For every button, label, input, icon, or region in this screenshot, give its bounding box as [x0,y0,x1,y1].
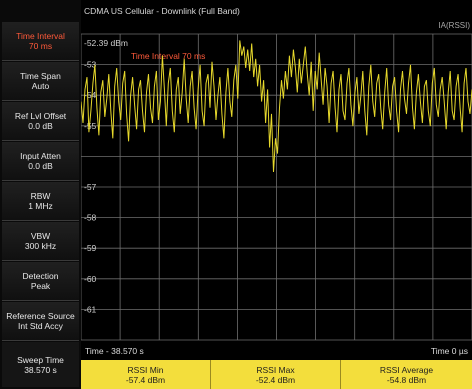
rssi-plot: -53 -54 -55 -57 -58 -59 -60 -61 -52.39 dBm Time… [81,32,472,342]
softkey-value: 300 kHz [24,241,57,251]
softkey-label: Time Interval [16,31,65,41]
y-tick-label: -53 [84,60,97,70]
ref-level-label: -52.39 dBm [84,38,128,48]
softkey-value: 70 ms [28,41,53,51]
result-rssi-min: RSSI Min -57.4 dBm [81,360,211,389]
result-value: -57.4 dBm [125,374,166,385]
softkey-time-span[interactable]: Time Span Auto [2,62,79,101]
rssi-trace-line [81,40,472,173]
result-rssi-max: RSSI Max -52.4 dBm [211,360,341,389]
softkey-vbw[interactable]: VBW 300 kHz [2,222,79,261]
softkey-detection[interactable]: Detection Peak [2,262,79,301]
window-title: CDMA US Cellular - Downlink (Full Band) [84,6,240,16]
result-value: -52.4 dBm [255,374,296,385]
softkey-value: Auto [31,81,50,91]
softkey-sweep-time[interactable]: Sweep Time 38.570 s [2,342,79,387]
y-tick-label: -58 [84,213,97,223]
y-tick-label: -59 [84,243,97,253]
softkey-value: 0.0 dB [28,161,53,171]
x-axis-bar: Time - 38.570 s Time 0 µs [81,342,472,360]
trace-layer [81,40,472,173]
softkey-value: 38.570 s [24,364,57,375]
results-panel: RSSI Min -57.4 dBm RSSI Max -52.4 dBm RSSI A… [81,360,472,389]
softkey-label: Sweep Time [17,354,64,365]
x-start-label: Time - 38.570 s [85,346,144,356]
softkey-label: Time Span [20,71,61,81]
result-label: RSSI Max [256,364,295,375]
result-rssi-average: RSSI Average -54.8 dBm [341,360,472,389]
softkey-panel: Time Interval 70 ms Time Span Auto Ref Lvl O… [0,0,81,389]
y-tick-labels: -53 -54 -55 -57 -58 -59 -60 -61 [84,60,97,315]
softkey-label: VBW [30,231,51,241]
softkey-time-interval[interactable]: Time Interval 70 ms [2,22,79,61]
y-tick-label: -54 [84,90,97,100]
softkey-value: Int Std Accy [18,321,63,331]
softkey-value: 1 MHz [28,201,53,211]
y-tick-label: -55 [84,121,97,131]
softkey-reference-source[interactable]: Reference Source Int Std Accy [2,302,79,341]
softkey-rbw[interactable]: RBW 1 MHz [2,182,79,221]
x-stop-label: Time 0 µs [430,346,468,356]
result-label: RSSI Min [127,364,164,375]
time-interval-marker-label: Time Interval 70 ms [131,51,205,61]
softkey-label: Input Atten [20,151,61,161]
softkey-label: Ref Lvl Offset [14,111,67,121]
y-tick-label: -60 [84,274,97,284]
softkey-label: RBW [30,191,51,201]
result-value: -54.8 dBm [386,374,427,385]
softkey-value: Peak [30,281,51,291]
softkey-ref-lvl-offset[interactable]: Ref Lvl Offset 0.0 dB [2,102,79,141]
title-bar: CDMA US Cellular - Downlink (Full Band) … [81,0,472,32]
trace-label: IA(RSSI) [438,21,470,30]
y-tick-label: -61 [84,304,97,314]
softkey-value: 0.0 dB [28,121,53,131]
softkey-label: Detection [22,271,59,281]
softkey-label: Reference Source [6,311,75,321]
y-tick-label: -57 [84,182,97,192]
softkey-input-atten[interactable]: Input Atten 0.0 dB [2,142,79,181]
result-label: RSSI Average [379,364,434,375]
